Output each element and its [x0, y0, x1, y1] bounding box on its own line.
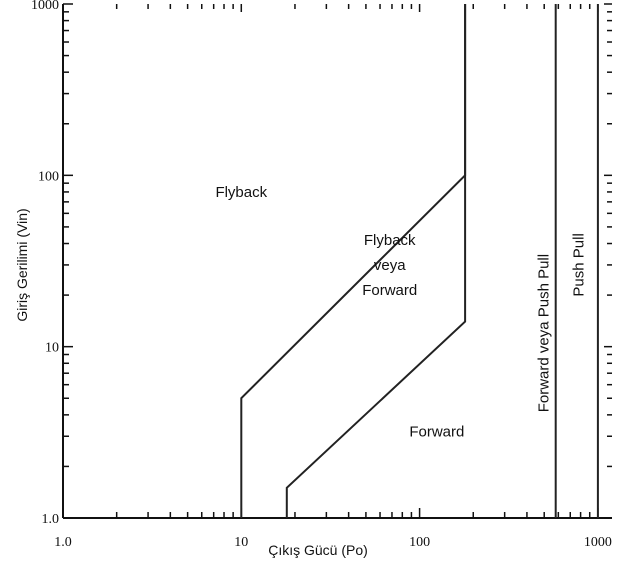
- y-axis-label: Giriş Gerilimi (Vin): [14, 208, 30, 321]
- region-labels: Flyback Flyback veya Forward Forward Forward …: [215, 184, 587, 441]
- x-tick-label: 10: [234, 535, 248, 550]
- region-label: veya: [374, 257, 406, 274]
- y-tick-label: 1000: [31, 0, 59, 13]
- y-tick-label: 100: [38, 169, 59, 184]
- region-label: Push Pull: [571, 233, 588, 296]
- region-label: Forward veya Push Pull: [536, 254, 553, 412]
- tick-labels: 1.0 10 100 1000 1.0 10 100 1000: [31, 0, 612, 550]
- y-tick-label: 10: [45, 341, 59, 356]
- boundary-line: [240, 4, 467, 518]
- boundary-line: [285, 4, 467, 518]
- plot-frame: [62, 4, 612, 519]
- x-tick-label: 1.0: [54, 535, 72, 550]
- x-tick-label: 1000: [584, 535, 612, 550]
- region-label: Flyback: [364, 232, 416, 249]
- region-boundaries: [240, 4, 599, 518]
- x-axis-label: Çıkış Gücü (Po): [268, 542, 368, 558]
- y-tick-label: 1.0: [42, 512, 60, 527]
- region-label: Flyback: [215, 184, 267, 201]
- region-label: Forward: [409, 423, 464, 440]
- x-tick-label: 100: [409, 535, 430, 550]
- region-label: Forward: [362, 282, 417, 299]
